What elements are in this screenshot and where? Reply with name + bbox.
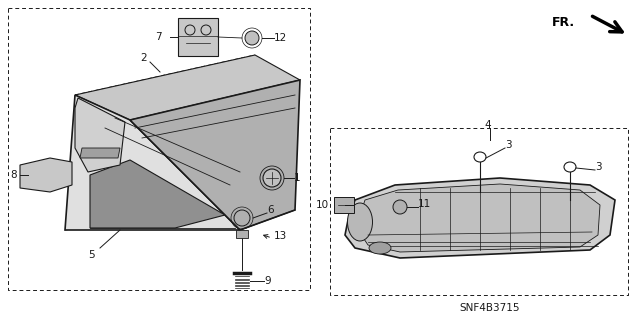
Ellipse shape — [369, 242, 391, 254]
Polygon shape — [178, 18, 218, 56]
Text: 9: 9 — [264, 276, 271, 286]
Text: 3: 3 — [595, 162, 602, 172]
Polygon shape — [75, 55, 300, 120]
Circle shape — [234, 210, 250, 226]
Text: 10: 10 — [316, 200, 329, 210]
Text: 4: 4 — [484, 120, 491, 130]
Text: 8: 8 — [10, 170, 17, 180]
Polygon shape — [90, 160, 225, 228]
Text: 6: 6 — [267, 205, 274, 215]
FancyBboxPatch shape — [236, 230, 248, 238]
Text: 11: 11 — [418, 199, 431, 209]
Text: SNF4B3715: SNF4B3715 — [460, 303, 520, 313]
Text: 12: 12 — [274, 33, 287, 43]
Polygon shape — [345, 178, 615, 258]
Polygon shape — [80, 148, 120, 158]
FancyBboxPatch shape — [334, 197, 354, 213]
Polygon shape — [65, 95, 240, 230]
Text: 7: 7 — [155, 32, 162, 42]
Polygon shape — [358, 184, 600, 252]
Circle shape — [263, 169, 281, 187]
Polygon shape — [20, 158, 72, 192]
Text: 13: 13 — [274, 231, 287, 241]
Polygon shape — [130, 80, 300, 230]
Circle shape — [245, 31, 259, 45]
Text: 5: 5 — [88, 250, 95, 260]
Ellipse shape — [348, 203, 372, 241]
Text: 3: 3 — [505, 140, 511, 150]
Polygon shape — [75, 98, 125, 172]
Circle shape — [393, 200, 407, 214]
Text: 2: 2 — [140, 53, 147, 63]
Text: FR.: FR. — [552, 16, 575, 28]
Text: 1: 1 — [294, 173, 301, 183]
